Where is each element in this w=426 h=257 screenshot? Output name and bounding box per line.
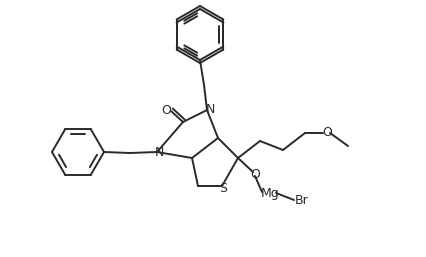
Text: O: O <box>161 104 170 116</box>
Text: O: O <box>250 168 259 180</box>
Text: Mg: Mg <box>260 187 279 199</box>
Text: Br: Br <box>294 194 308 207</box>
Text: N: N <box>205 103 214 115</box>
Text: N: N <box>154 146 163 160</box>
Text: S: S <box>219 181 227 195</box>
Text: O: O <box>321 125 331 139</box>
